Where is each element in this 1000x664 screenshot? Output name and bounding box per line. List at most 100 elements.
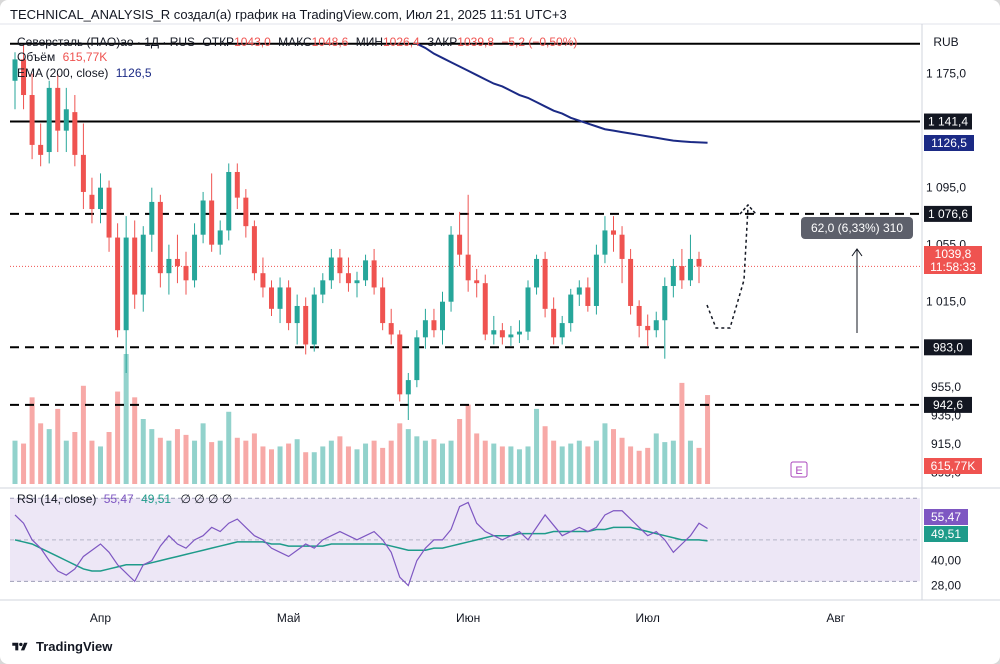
open-value: 1043,0 xyxy=(234,35,271,49)
volume-bar xyxy=(687,440,693,484)
candle-body xyxy=(320,280,326,295)
volume-bar xyxy=(465,404,471,484)
volume-bar xyxy=(645,447,651,484)
close-label: ЗАКР xyxy=(427,35,457,49)
event-marker[interactable]: E xyxy=(795,465,802,477)
candle-body xyxy=(559,323,565,338)
price-badge-price: 1039,8 xyxy=(935,247,972,261)
volume-bar xyxy=(525,446,531,484)
candle-body xyxy=(38,144,44,155)
candle-body xyxy=(80,154,86,192)
volume-bar xyxy=(602,423,608,484)
candle-body xyxy=(371,260,377,288)
symbol-legend[interactable]: Северсталь (ПАО)ао · 1Д · RUS ОТКР1043,0… xyxy=(17,35,577,49)
volume-bar xyxy=(123,354,129,484)
rsi-ma-line xyxy=(14,526,708,572)
volume-bar xyxy=(12,440,18,484)
volume-bar xyxy=(516,449,522,484)
candle-body xyxy=(696,258,702,267)
level-badge xyxy=(924,339,972,356)
volume-bar xyxy=(576,440,582,484)
high-label: МАКС xyxy=(278,35,312,49)
volume-bar xyxy=(269,449,274,484)
rsi-label: RSI (14, close) xyxy=(17,492,96,506)
volume-bar xyxy=(29,397,35,484)
rsi-legend[interactable]: RSI (14, close) 55,47 49,51 ∅ ∅ ∅ ∅ xyxy=(17,492,232,506)
volume-bar xyxy=(380,447,386,484)
candle-body xyxy=(534,258,540,288)
candle-body xyxy=(440,301,445,331)
volume-bar xyxy=(534,408,540,484)
volume-bar xyxy=(217,440,223,484)
volume-bar xyxy=(311,452,317,484)
ema-badge: 1126,5 xyxy=(924,135,974,151)
candle-body xyxy=(542,258,548,309)
volume-bar xyxy=(388,440,394,484)
candle-body xyxy=(345,273,351,284)
candle-body xyxy=(46,87,52,153)
volume-bar xyxy=(286,443,292,484)
brand-footer[interactable]: TradingView xyxy=(10,639,112,654)
candle-body xyxy=(166,258,172,274)
candle-body xyxy=(174,258,180,267)
volume-bar xyxy=(72,432,78,484)
candle-body xyxy=(397,334,403,395)
low-label: МИН xyxy=(356,35,383,49)
volume-bar xyxy=(653,433,659,484)
volume-legend[interactable]: Объём 615,77K xyxy=(17,50,107,64)
candle-body xyxy=(414,337,420,381)
candle-body xyxy=(670,266,676,287)
level-badge xyxy=(924,205,972,222)
open-label: ОТКР xyxy=(202,35,234,49)
volume-bar xyxy=(63,440,69,484)
candle-body xyxy=(687,258,693,281)
level-badge xyxy=(924,396,972,413)
volume-bar xyxy=(98,446,103,484)
volume-bar xyxy=(89,440,95,484)
ema-label: EMA (200, close) xyxy=(17,66,108,80)
symbol-name[interactable]: Северсталь (ПАО)ао · 1Д · RUS xyxy=(17,35,195,49)
rsi-ma-value: 49,51 xyxy=(141,492,171,506)
volume-bar xyxy=(174,429,180,484)
candle-body xyxy=(260,273,266,288)
volume-bar xyxy=(303,452,309,484)
time-tick-label: Июн xyxy=(456,611,480,625)
volume-bar xyxy=(345,446,351,484)
time-tick-label: Авг xyxy=(826,611,845,625)
candle-body xyxy=(226,171,232,231)
candle-body xyxy=(286,287,292,324)
candle-body xyxy=(679,266,685,281)
candle-body xyxy=(457,234,463,255)
candle-body xyxy=(448,234,454,302)
volume-bar xyxy=(80,385,86,484)
candle-body xyxy=(149,201,155,235)
volume-bar xyxy=(619,437,625,484)
volume-bar xyxy=(542,426,548,484)
candle-body xyxy=(303,305,309,345)
candle-body xyxy=(551,308,557,338)
candle-body xyxy=(465,254,471,281)
candle-body xyxy=(234,171,240,198)
chart-caption: TECHNICAL_ANALYSIS_R создал(а) график на… xyxy=(10,7,567,22)
price-tick-label: 935,0 xyxy=(931,409,961,423)
volume-bar xyxy=(593,440,599,484)
volume-bar xyxy=(499,446,505,484)
time-axis[interactable]: Апр Май Июн Июл Авг xyxy=(90,611,846,625)
volume-bar xyxy=(371,440,377,484)
candle-body xyxy=(132,237,138,295)
volume-bar xyxy=(226,411,232,484)
ema-legend[interactable]: EMA (200, close) 1126,5 xyxy=(17,66,152,80)
candle-body xyxy=(277,287,283,309)
level-badge xyxy=(924,113,972,130)
ema-badge-text: 1126,5 xyxy=(931,136,967,150)
rsi-extras: ∅ ∅ ∅ ∅ xyxy=(180,492,232,506)
volume-bar xyxy=(679,382,685,484)
event-marker-box[interactable] xyxy=(790,461,808,478)
rsi-line xyxy=(14,501,708,587)
price-tick-label: 915,0 xyxy=(931,437,961,451)
volume-bar xyxy=(157,437,163,484)
volume-bar xyxy=(611,429,616,484)
volume-bar xyxy=(132,397,138,484)
candle-body xyxy=(98,187,103,210)
